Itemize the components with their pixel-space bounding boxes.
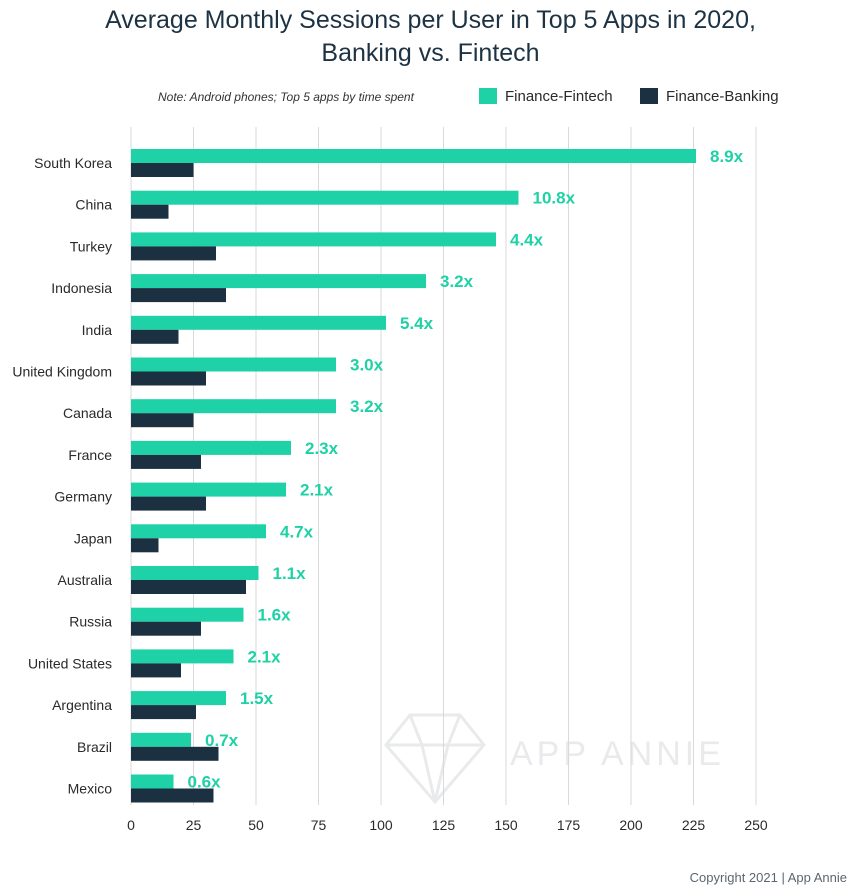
x-tick-label: 100 [369, 817, 393, 833]
legend-label-banking: Finance-Banking [666, 88, 779, 105]
data-label: 2.1x [300, 481, 334, 500]
x-tick-label: 150 [494, 817, 518, 833]
category-label: South Korea [34, 155, 112, 171]
legend-label-fintech: Finance-Fintech [505, 88, 613, 105]
x-tick-label: 0 [127, 817, 135, 833]
legend-swatch-banking [640, 88, 658, 104]
data-label: 8.9x [710, 147, 744, 166]
data-label: 1.1x [273, 564, 307, 583]
copyright: Copyright 2021 | App Annie [689, 870, 847, 885]
bar-fintech [131, 232, 496, 247]
category-label: United States [28, 655, 112, 671]
data-label: 0.6x [188, 773, 222, 792]
bar-banking [131, 621, 201, 636]
bar-fintech [131, 607, 244, 622]
bars [131, 149, 696, 803]
category-label: China [75, 197, 112, 213]
watermark-text: APP ANNIE [510, 735, 725, 773]
data-label: 1.5x [240, 689, 274, 708]
data-label: 0.7x [205, 731, 239, 750]
data-labels: 8.9x 10.8x 4.4x 3.2x 5.4x 3.0x 3.2x 2.3x 2.1x 4.7… [188, 147, 744, 792]
x-tick-label: 50 [248, 817, 264, 833]
bar-banking [131, 496, 206, 511]
x-tick-label: 225 [682, 817, 706, 833]
bar-fintech [131, 482, 286, 497]
data-label: 3.2x [350, 397, 384, 416]
category-label: United Kingdom [12, 364, 112, 380]
bar-banking [131, 163, 194, 177]
category-label: Indonesia [51, 280, 112, 296]
bar-fintech [131, 399, 336, 414]
data-label: 2.1x [248, 647, 282, 666]
bar-banking [131, 454, 201, 469]
bar-fintech [131, 566, 259, 580]
bar-fintech [131, 357, 336, 372]
bar-fintech [131, 732, 191, 747]
category-label: France [68, 447, 112, 463]
bar-fintech [131, 774, 174, 789]
data-label: 10.8x [533, 189, 576, 208]
x-tick-label: 25 [186, 817, 202, 833]
legend: Finance-Fintech Finance-Banking [479, 88, 779, 105]
data-label: 3.0x [350, 356, 384, 375]
x-tick-label: 250 [744, 817, 768, 833]
category-label: Brazil [77, 739, 112, 755]
chart-title: Average Monthly Sessions per User in Top… [0, 4, 861, 70]
category-label: Japan [74, 530, 112, 546]
category-label: Russia [69, 614, 112, 630]
bar-banking [131, 746, 219, 761]
bar-banking [131, 538, 159, 553]
x-axis-ticks: 0 25 50 75 100 125 150 175 200 225 250 [127, 817, 768, 833]
legend-swatch-fintech [479, 88, 497, 104]
bar-banking [131, 246, 216, 261]
chart-title-line2: Banking vs. Fintech [321, 39, 540, 67]
x-tick-label: 125 [432, 817, 456, 833]
app-annie-watermark: APP ANNIE [384, 713, 725, 805]
x-tick-label: 75 [311, 817, 327, 833]
category-label: Turkey [70, 238, 112, 254]
bar-banking [131, 705, 196, 720]
category-labels: South Korea China Turkey Indonesia India Unit… [12, 155, 112, 797]
bar-banking [131, 413, 194, 428]
x-tick-label: 200 [619, 817, 643, 833]
bar-fintech [131, 315, 386, 330]
category-label: Mexico [68, 781, 113, 797]
data-label: 4.7x [280, 522, 314, 541]
bar-fintech [131, 691, 226, 706]
data-label: 1.6x [258, 606, 292, 625]
bar-banking [131, 663, 181, 678]
bar-fintech [131, 149, 696, 163]
bar-fintech [131, 440, 291, 455]
bar-banking [131, 329, 179, 344]
bar-banking [131, 288, 226, 303]
bar-banking [131, 580, 246, 594]
data-label: 4.4x [510, 230, 544, 249]
category-label: India [82, 322, 113, 338]
bar-fintech [131, 274, 426, 289]
category-label: Argentina [52, 697, 112, 713]
bar-banking [131, 204, 169, 219]
chart-title-line1: Average Monthly Sessions per User in Top… [105, 6, 756, 34]
data-label: 2.3x [305, 439, 339, 458]
x-tick-label: 175 [557, 817, 581, 833]
chart-note: Note: Android phones; Top 5 apps by time… [158, 90, 415, 104]
bar-banking [131, 371, 206, 386]
diamond-logo-icon [384, 713, 486, 805]
bar-fintech [131, 649, 234, 664]
category-label: Germany [54, 489, 112, 505]
data-label: 3.2x [440, 272, 474, 291]
bar-fintech [131, 190, 519, 205]
category-label: Australia [58, 572, 113, 588]
category-label: Canada [63, 405, 112, 421]
bar-fintech [131, 524, 266, 539]
bar-banking [131, 788, 214, 803]
data-label: 5.4x [400, 314, 434, 333]
